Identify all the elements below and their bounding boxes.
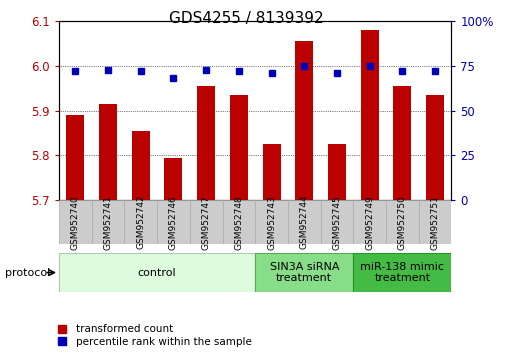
Text: GSM952744: GSM952744	[300, 195, 309, 250]
Bar	[353, 253, 451, 292]
Bar	[132, 131, 150, 200]
Bar	[426, 95, 444, 200]
Bar	[393, 86, 411, 200]
Bar	[288, 200, 321, 244]
Bar	[255, 253, 353, 292]
Text: control: control	[138, 268, 176, 278]
Bar	[386, 200, 419, 244]
Bar	[223, 200, 255, 244]
Bar	[255, 200, 288, 244]
Text: GSM952745: GSM952745	[332, 195, 342, 250]
Bar	[361, 30, 379, 200]
Text: GSM952740: GSM952740	[71, 195, 80, 250]
Text: GSM952743: GSM952743	[267, 195, 276, 250]
Bar	[230, 95, 248, 200]
Bar	[197, 86, 215, 200]
Bar	[99, 104, 117, 200]
Text: miR-138 mimic
treatment: miR-138 mimic treatment	[361, 262, 444, 284]
Text: GSM952750: GSM952750	[398, 195, 407, 250]
Text: GSM952747: GSM952747	[202, 195, 211, 250]
Text: protocol: protocol	[5, 268, 50, 278]
Text: SIN3A siRNA
treatment: SIN3A siRNA treatment	[269, 262, 339, 284]
Bar	[353, 200, 386, 244]
Bar	[419, 200, 451, 244]
Bar	[92, 200, 125, 244]
Text: GSM952746: GSM952746	[169, 195, 178, 250]
Bar	[165, 158, 183, 200]
Bar	[59, 200, 92, 244]
Bar	[190, 200, 223, 244]
Legend: transformed count, percentile rank within the sample: transformed count, percentile rank withi…	[51, 324, 252, 347]
Bar	[321, 200, 353, 244]
Text: GSM952748: GSM952748	[234, 195, 243, 250]
Bar	[295, 41, 313, 200]
Bar	[328, 144, 346, 200]
Text: GSM952751: GSM952751	[430, 195, 440, 250]
Bar	[124, 200, 157, 244]
Bar	[59, 253, 255, 292]
Bar	[66, 115, 84, 200]
Text: GSM952749: GSM952749	[365, 195, 374, 250]
Bar	[157, 200, 190, 244]
Text: GDS4255 / 8139392: GDS4255 / 8139392	[169, 11, 324, 25]
Bar	[263, 144, 281, 200]
Text: GSM952741: GSM952741	[104, 195, 112, 250]
Text: GSM952742: GSM952742	[136, 195, 145, 250]
